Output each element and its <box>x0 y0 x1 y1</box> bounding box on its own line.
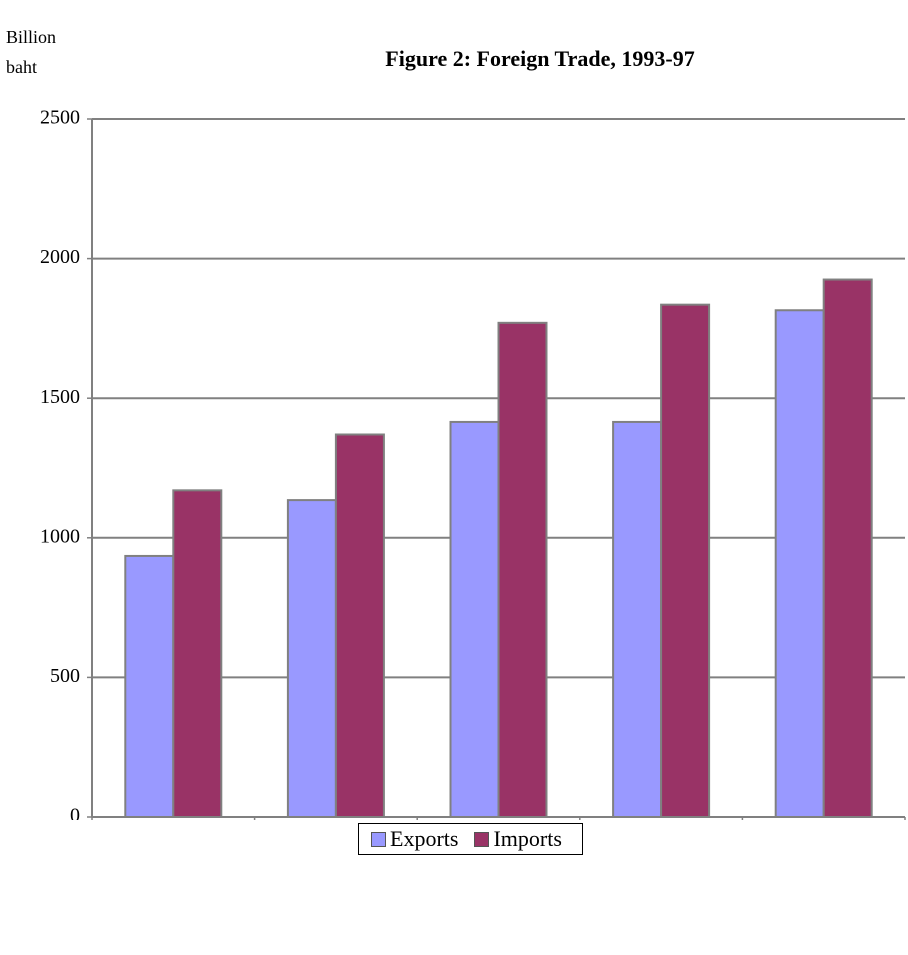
bar <box>124 554 175 818</box>
legend-item: Exports <box>371 826 458 852</box>
bar <box>449 420 500 818</box>
chart: Figure 2: Foreign Trade, 1993-97 0 500 100… <box>40 46 906 820</box>
bar <box>497 321 548 818</box>
bar <box>822 278 873 819</box>
bar <box>774 309 825 818</box>
y-tick-label: 2500 <box>40 107 80 129</box>
bar <box>334 433 385 818</box>
bar <box>660 303 711 818</box>
chart-title: Figure 2: Foreign Trade, 1993-97 <box>385 46 694 71</box>
bar <box>286 499 337 818</box>
legend: Exports Imports <box>358 823 583 855</box>
y-tick-label: 1500 <box>40 386 80 408</box>
y-axis-label: Billion baht <box>6 27 57 77</box>
legend-label: Exports <box>390 826 459 851</box>
legend-item: Imports <box>474 826 562 852</box>
bar <box>172 489 223 818</box>
legend-swatch <box>474 831 490 847</box>
y-tick-label: 2000 <box>40 246 80 268</box>
legend-swatch <box>371 831 386 847</box>
bar <box>612 420 663 818</box>
y-tick-label: 500 <box>50 665 80 687</box>
y-tick-label: 1000 <box>40 525 80 547</box>
y-tick-label: 0 <box>70 805 80 820</box>
legend-label: Imports <box>493 826 562 851</box>
